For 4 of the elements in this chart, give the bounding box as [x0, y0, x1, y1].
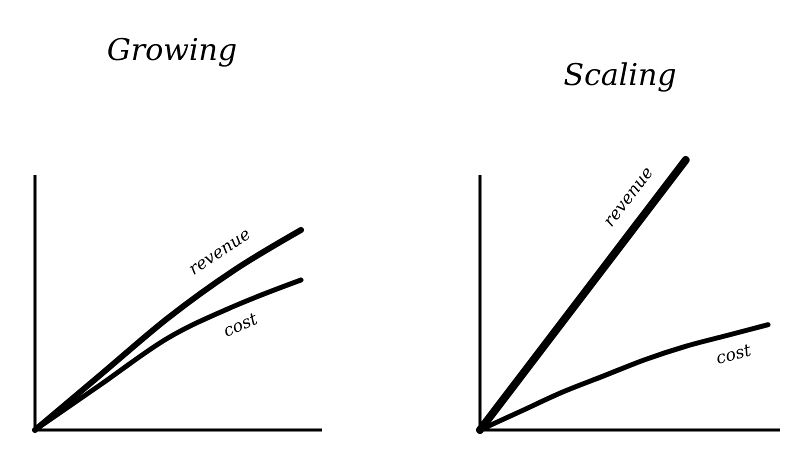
text: cost	[714, 340, 754, 369]
text: cost	[220, 309, 261, 342]
chart-title: Scaling	[564, 58, 676, 93]
chart-title: Growing	[106, 33, 238, 68]
